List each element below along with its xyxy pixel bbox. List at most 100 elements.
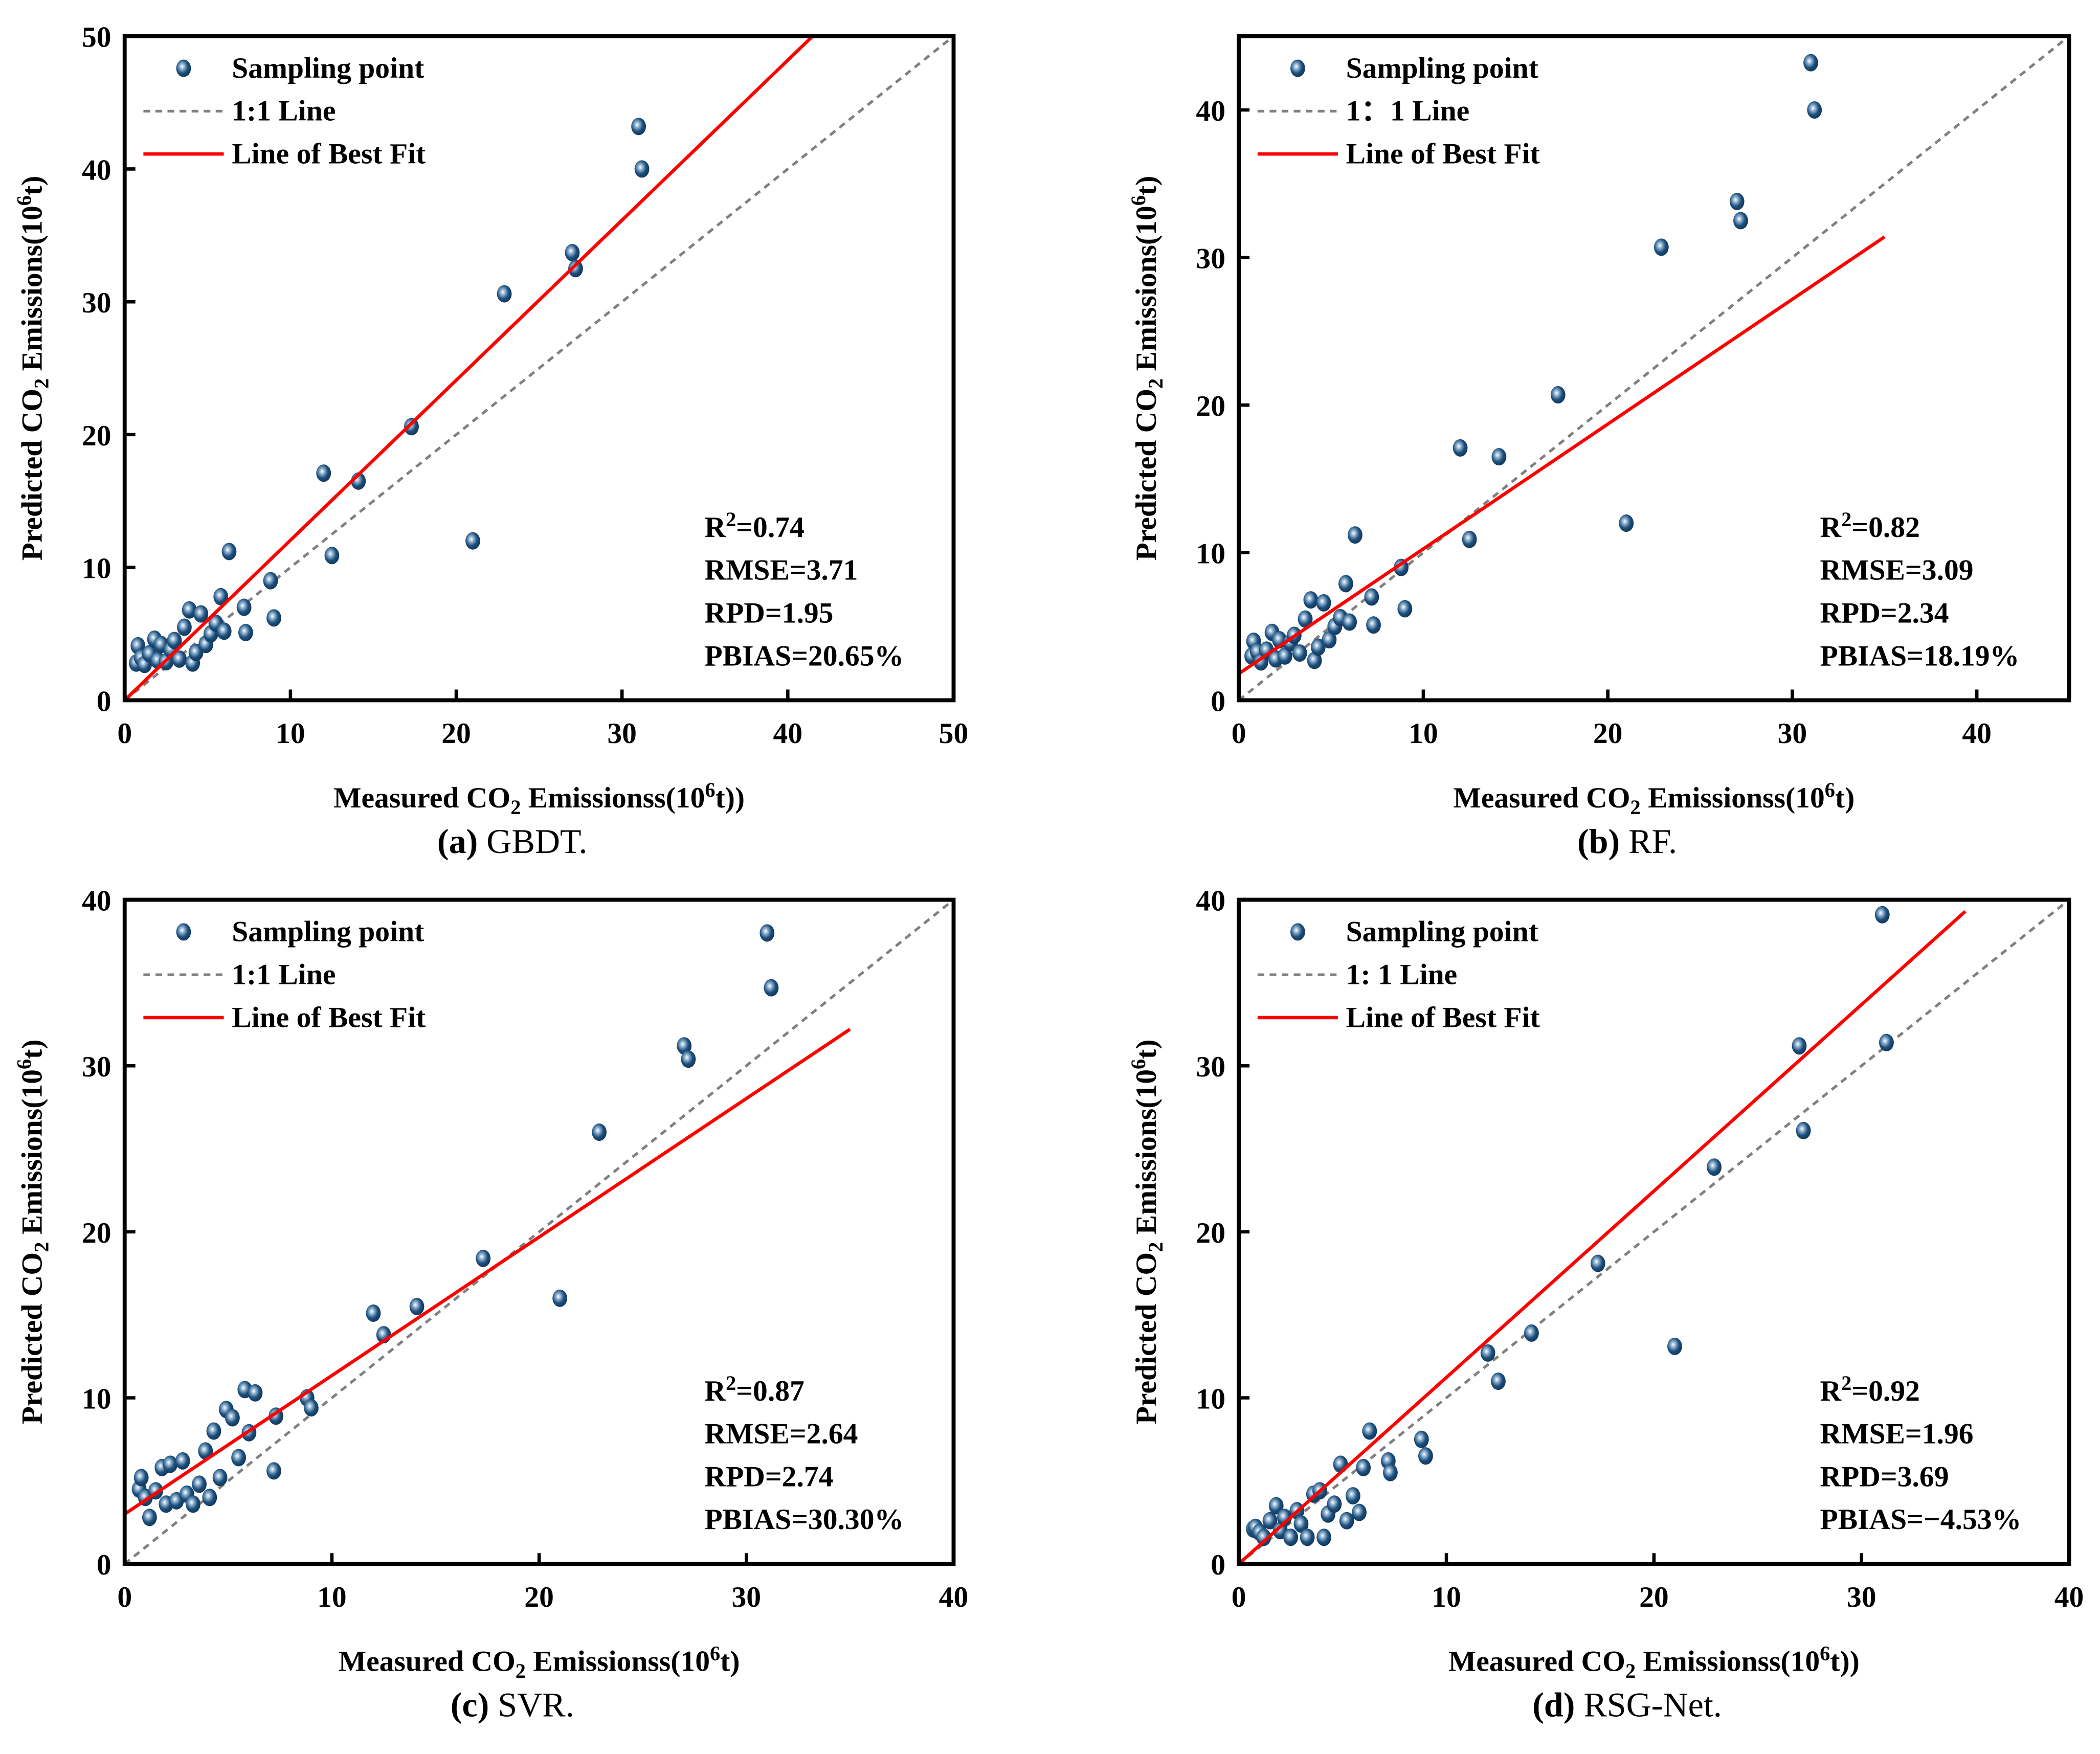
label-superscript: 6 bbox=[12, 1059, 35, 1069]
y-tick-label: 30 bbox=[1196, 243, 1225, 275]
label-subscript: 2 bbox=[510, 796, 521, 819]
data-point bbox=[1733, 212, 1748, 230]
data-point bbox=[1322, 631, 1337, 649]
rmse-stat: RMSE=1.96 bbox=[1820, 1418, 1974, 1450]
caption-name: RSG-Net. bbox=[1575, 1685, 1722, 1724]
data-point bbox=[192, 1475, 207, 1493]
data-point bbox=[225, 1409, 240, 1427]
legend-points-label: Sampling point bbox=[232, 52, 424, 84]
data-point bbox=[1807, 101, 1822, 119]
stat-superscript: 2 bbox=[1841, 508, 1851, 531]
label-text: Predicted CO bbox=[1130, 389, 1163, 560]
panel-caption: (c) SVR. bbox=[451, 1685, 574, 1724]
y-tick-label: 30 bbox=[82, 287, 111, 319]
data-point bbox=[304, 1399, 319, 1417]
label-superscript: 6 bbox=[710, 1642, 720, 1665]
label-subscript: 2 bbox=[1144, 378, 1167, 389]
data-point bbox=[142, 1509, 157, 1526]
r-squared-stat: R2=0.74 bbox=[704, 508, 804, 544]
r-squared-stat: R2=0.82 bbox=[1820, 508, 1920, 544]
data-point bbox=[1453, 439, 1468, 457]
caption-letter: (a) bbox=[437, 822, 478, 861]
data-point bbox=[1418, 1447, 1433, 1465]
rpd-stat: RPD=2.74 bbox=[704, 1460, 833, 1493]
y-tick-label: 0 bbox=[97, 685, 111, 717]
data-point bbox=[592, 1123, 607, 1141]
legend-identity-label: 1:1 Line bbox=[232, 958, 336, 991]
data-point bbox=[1796, 1121, 1811, 1139]
legend-points-label: Sampling point bbox=[1346, 52, 1538, 84]
data-point bbox=[1345, 1487, 1360, 1505]
label-text: t) bbox=[720, 1646, 740, 1678]
y-axis-label: Predicted CO2 Emissions(106t) bbox=[12, 1039, 53, 1424]
legend-fit-label: Line of Best Fit bbox=[1346, 138, 1540, 170]
pbias-stat: PBIAS=30.30% bbox=[704, 1503, 904, 1536]
data-point bbox=[206, 1422, 221, 1440]
data-point bbox=[764, 979, 779, 997]
caption-letter: (d) bbox=[1532, 1685, 1575, 1724]
y-tick-label: 40 bbox=[82, 885, 111, 917]
panel-caption: (b) RF. bbox=[1577, 822, 1677, 861]
data-point bbox=[175, 1452, 190, 1470]
x-tick-label: 30 bbox=[1847, 1581, 1876, 1613]
data-point bbox=[1792, 1037, 1807, 1055]
stat-text: R bbox=[1820, 1375, 1842, 1407]
caption-name: SVR. bbox=[489, 1685, 574, 1724]
y-axis-label: Predicted CO2 Emissions(106t) bbox=[1127, 1039, 1167, 1424]
data-point bbox=[1491, 448, 1507, 466]
best-fit-line bbox=[1239, 910, 1967, 1564]
data-point bbox=[193, 605, 209, 623]
label-text: t) bbox=[1130, 1039, 1163, 1059]
data-point bbox=[186, 1495, 200, 1513]
x-tick-label: 40 bbox=[773, 717, 803, 750]
data-point bbox=[565, 244, 580, 262]
x-tick-label: 0 bbox=[1232, 1581, 1246, 1613]
data-point bbox=[1316, 594, 1331, 612]
label-text: t) bbox=[1835, 782, 1855, 814]
label-text: Measured CO bbox=[1453, 782, 1630, 814]
rmse-stat: RMSE=3.71 bbox=[704, 554, 858, 587]
panel-caption: (a) GBDT. bbox=[437, 822, 588, 861]
data-point bbox=[1338, 575, 1353, 593]
data-point bbox=[476, 1249, 491, 1267]
label-text: Emissions(10 bbox=[16, 206, 48, 378]
pbias-stat: PBIAS=20.65% bbox=[704, 640, 904, 672]
y-tick-label: 10 bbox=[1196, 538, 1225, 570]
y-tick-label: 20 bbox=[1196, 1217, 1225, 1249]
data-point bbox=[1342, 613, 1357, 631]
data-point bbox=[1590, 1254, 1605, 1272]
identity-line bbox=[124, 36, 954, 701]
x-tick-label: 0 bbox=[117, 1581, 132, 1613]
data-point bbox=[634, 160, 650, 178]
data-point bbox=[221, 543, 237, 560]
data-point bbox=[163, 1455, 178, 1473]
label-superscript: 6 bbox=[1825, 778, 1835, 801]
plot-area bbox=[1239, 900, 2069, 1564]
data-point bbox=[465, 532, 480, 550]
data-point bbox=[1462, 530, 1477, 548]
label-superscript: 6 bbox=[705, 778, 715, 801]
r-squared-stat: R2=0.92 bbox=[1820, 1371, 1920, 1407]
x-axis-label: Measured CO2 Emissionss(106t) bbox=[1453, 778, 1855, 819]
label-text: Emissionss(10 bbox=[1636, 1646, 1820, 1678]
label-text: Measured CO bbox=[333, 782, 510, 814]
data-point bbox=[1292, 644, 1307, 662]
data-point bbox=[213, 588, 229, 605]
data-point bbox=[1293, 1515, 1309, 1533]
data-point bbox=[1348, 526, 1362, 544]
data-point bbox=[1327, 1495, 1342, 1513]
best-fit-line bbox=[124, 36, 814, 701]
label-text: t) bbox=[1130, 176, 1163, 195]
data-point bbox=[677, 1037, 692, 1055]
data-point bbox=[1300, 1528, 1315, 1546]
label-text: Predicted CO bbox=[16, 389, 48, 560]
label-text: Emissions(10 bbox=[16, 1069, 48, 1242]
data-point bbox=[1298, 610, 1313, 628]
x-axis-label: Measured CO2 Emissionss(106t)) bbox=[1448, 1642, 1860, 1682]
data-point bbox=[759, 924, 775, 942]
data-point bbox=[1803, 54, 1818, 72]
data-point bbox=[1383, 1464, 1398, 1481]
stat-text: R bbox=[704, 511, 726, 544]
data-point bbox=[1268, 1497, 1284, 1515]
